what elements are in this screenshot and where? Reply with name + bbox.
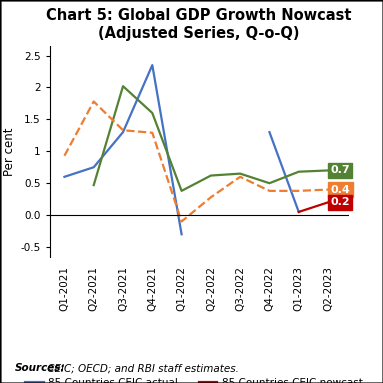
Text: 0.7: 0.7 xyxy=(331,165,350,175)
Text: 0.4: 0.4 xyxy=(331,185,350,195)
Text: Sources:: Sources: xyxy=(15,363,66,373)
Legend: 85 Countries CEIC actual, 47 Countries OECD+ actual, 85 Countries CEIC nowcast, : 85 Countries CEIC actual, 47 Countries O… xyxy=(25,378,362,383)
Text: CEIC; OECD; and RBI staff estimates.: CEIC; OECD; and RBI staff estimates. xyxy=(44,363,239,373)
Y-axis label: Per cent: Per cent xyxy=(3,127,16,175)
Title: Chart 5: Global GDP Growth Nowcast
(Adjusted Series, Q-o-Q): Chart 5: Global GDP Growth Nowcast (Adju… xyxy=(46,8,352,41)
Text: 0.2: 0.2 xyxy=(331,197,350,207)
